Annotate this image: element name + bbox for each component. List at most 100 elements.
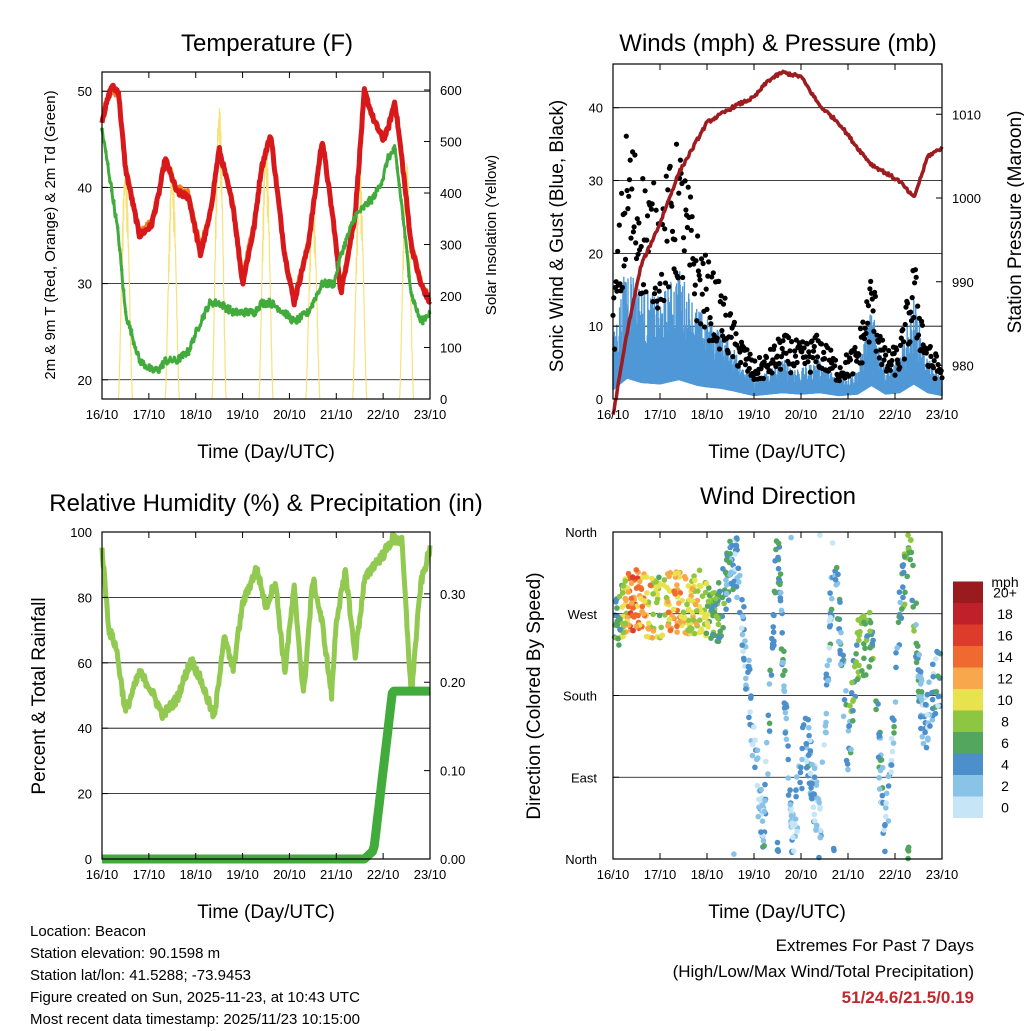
direction-point (806, 725, 812, 731)
legend-label: 2 (1001, 778, 1009, 794)
gust-point (727, 311, 734, 317)
direction-point (746, 657, 752, 664)
direction-tick-label: North (565, 525, 597, 540)
x-tick-label: 18/10 (691, 867, 724, 882)
dewpoint-point (340, 250, 344, 254)
direction-point (918, 696, 925, 703)
dewpoint-point (367, 195, 372, 200)
gust-point (633, 240, 639, 246)
gust-point (832, 357, 839, 363)
direction-point (891, 730, 897, 736)
direction-point (904, 573, 910, 580)
direction-point (765, 712, 772, 719)
direction-point (766, 681, 773, 687)
direction-point (676, 574, 683, 580)
dewpoint-point (283, 313, 287, 318)
direction-point (917, 681, 924, 687)
direction-point (819, 759, 826, 765)
direction-point (785, 743, 791, 749)
dewpoint-point (318, 287, 323, 291)
gust-point (651, 291, 658, 297)
gust-point (662, 280, 669, 286)
gust-point (677, 157, 684, 163)
dewpoint-point (299, 316, 303, 321)
direction-point (743, 675, 749, 682)
dewpoint-point (114, 213, 118, 217)
direction-point (654, 596, 661, 602)
humidity-panel: Relative Humidity (%) & Precipitation (i… (29, 490, 483, 923)
direction-point (639, 603, 646, 610)
gust-point (915, 332, 922, 338)
y-tick-label: 0 (596, 392, 603, 407)
direction-point (787, 787, 793, 793)
gust-point (614, 288, 620, 294)
direction-point (828, 606, 835, 613)
gust-point (799, 349, 805, 355)
gust-point (684, 224, 691, 231)
dewpoint-point (171, 358, 175, 363)
dewpoint-point (371, 196, 376, 200)
dewpoint-point (234, 308, 238, 312)
direction-point (935, 703, 941, 709)
direction-point (716, 634, 723, 641)
direction-point (866, 609, 873, 616)
direction-point (776, 577, 782, 583)
direction-point (805, 752, 812, 758)
direction-point (924, 691, 931, 698)
dewpoint-point (131, 342, 136, 346)
gust-point (889, 358, 895, 364)
direction-point (797, 769, 804, 776)
gust-point (698, 321, 704, 327)
direction-point (661, 577, 668, 583)
direction-point (888, 735, 895, 742)
gust-point (702, 252, 709, 258)
gust-point (662, 226, 668, 232)
dewpoint-point (127, 325, 132, 330)
direction-point (889, 748, 896, 755)
legend-swatch (953, 667, 983, 689)
gust-point (778, 366, 784, 372)
gust-point (731, 319, 738, 325)
gust-point (769, 370, 775, 376)
winds-frame (612, 63, 943, 400)
direction-point (866, 664, 873, 670)
direction-point (905, 532, 911, 538)
x-tick-label: 22/10 (367, 407, 400, 422)
y-right-tick-label: 500 (440, 135, 462, 150)
direction-point (733, 535, 740, 541)
gust-point (892, 372, 898, 378)
gust-point (659, 271, 665, 277)
solar-insolation-line (164, 167, 180, 400)
dewpoint-point (115, 226, 120, 230)
direction-point (761, 843, 767, 849)
direction-point (781, 683, 787, 689)
dewpoint-point (379, 182, 384, 187)
dewpoint-point (328, 282, 333, 287)
direction-point (629, 574, 636, 580)
dewpoint-point (108, 179, 112, 183)
gust-point (900, 326, 906, 333)
gust-point (909, 295, 915, 301)
dewpoint-point (363, 201, 368, 205)
direction-point (846, 723, 853, 729)
direction-point (825, 677, 832, 684)
gust-point (785, 334, 792, 341)
gust-point (738, 359, 744, 366)
direction-point (935, 693, 942, 700)
direction-point (663, 594, 670, 601)
direction-point (837, 639, 843, 646)
direction-point (630, 605, 636, 611)
direction-point (636, 578, 643, 585)
gust-point (628, 235, 634, 241)
direction-point (775, 565, 782, 572)
direction-point (674, 623, 680, 630)
direction-point (741, 604, 747, 610)
gust-point (619, 190, 625, 196)
dewpoint-point (373, 193, 378, 197)
dewpoint-point (415, 309, 419, 314)
direction-point (702, 589, 709, 596)
gust-point (865, 320, 871, 326)
gust-point (901, 339, 907, 345)
gust-point (640, 176, 646, 182)
gust-point (755, 370, 761, 376)
